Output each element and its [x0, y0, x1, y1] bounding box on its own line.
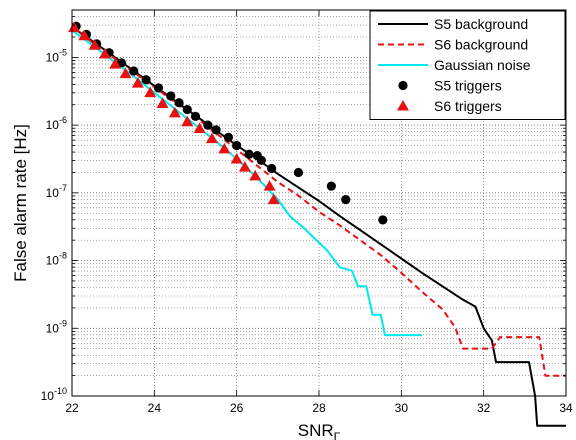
series-line-gaussian-noise	[71, 29, 422, 337]
series-point-circle	[129, 66, 139, 76]
series-markers	[68, 21, 388, 225]
series-point-circle	[326, 181, 336, 191]
series-point-triangle	[238, 161, 251, 172]
series-point-triangle	[263, 180, 276, 191]
series-point-triangle	[267, 193, 280, 205]
series-point-triangle	[131, 77, 144, 88]
x-tick-label: 32	[477, 401, 491, 415]
series-point-circle	[153, 83, 164, 93]
series-point-triangle	[78, 29, 91, 41]
series-point-circle	[223, 132, 234, 142]
series-point-triangle	[168, 106, 181, 118]
x-tick-label: 22	[65, 401, 79, 415]
series-point-triangle	[193, 122, 206, 134]
series-point-triangle	[68, 21, 81, 33]
legend-label: S5 triggers	[434, 78, 502, 94]
series-point-circle	[190, 111, 201, 121]
series-point-triangle	[249, 169, 262, 181]
series-point-triangle	[88, 39, 101, 50]
legend-label: S6 triggers	[434, 98, 502, 114]
series-line-s6-background	[71, 26, 566, 377]
series-lines	[71, 26, 566, 427]
x-tick-label: 28	[312, 401, 326, 415]
x-tick-label: 24	[148, 401, 162, 415]
legend: S5 background S6 background Gaussian noise…	[369, 10, 566, 120]
series-point-circle	[203, 120, 213, 130]
series-point-triangle	[218, 142, 231, 154]
y-tick-label: 10-5	[46, 47, 67, 64]
series-point-circle	[174, 98, 184, 108]
series-point-circle	[166, 91, 176, 101]
y-tick-label: 10-6	[46, 115, 67, 132]
x-axis-title: SNRΓ	[298, 421, 341, 440]
series-point-circle	[256, 155, 266, 165]
series-point-circle	[293, 167, 304, 178]
legend-label: Gaussian noise	[434, 57, 531, 73]
series-line-s5-background	[71, 26, 566, 427]
y-tick-label: 10-10	[41, 386, 67, 403]
legend-label: S6 background	[434, 37, 528, 53]
legend-swatch-circle	[398, 80, 408, 91]
series-point-circle	[378, 215, 388, 225]
legend-label: S5 background	[434, 16, 528, 32]
x-axis-title-subscript: Γ	[334, 430, 341, 440]
series-point-triangle	[144, 86, 157, 98]
series-point-triangle	[205, 132, 218, 144]
series-point-triangle	[109, 58, 122, 69]
series-point-triangle	[119, 67, 132, 79]
series-point-circle	[232, 140, 242, 151]
series-point-circle	[182, 104, 192, 115]
series-point-circle	[244, 149, 254, 159]
legend-swatch-triangle	[397, 100, 409, 111]
series-point-triangle	[181, 115, 194, 127]
x-tick-label: 30	[395, 401, 409, 415]
x-tick-label: 26	[230, 401, 244, 415]
y-tick-label: 10-7	[46, 183, 67, 200]
series-point-triangle	[98, 48, 111, 59]
series-point-circle	[141, 75, 151, 85]
series-point-circle	[267, 163, 277, 174]
series-point-triangle	[156, 97, 169, 108]
axis-ticks: 10-10 10-9 10-8 10-7 10-6 10-5 22 24 26 28 30 32 34	[41, 9, 573, 415]
x-tick-label: 34	[559, 401, 573, 415]
y-tick-label: 10-8	[46, 251, 67, 268]
series-point-circle	[341, 195, 351, 205]
y-axis-title: False alarm rate [Hz]	[11, 124, 30, 282]
y-tick-label: 10-9	[46, 318, 67, 335]
series-point-circle	[211, 125, 221, 135]
series-point-triangle	[230, 152, 243, 164]
